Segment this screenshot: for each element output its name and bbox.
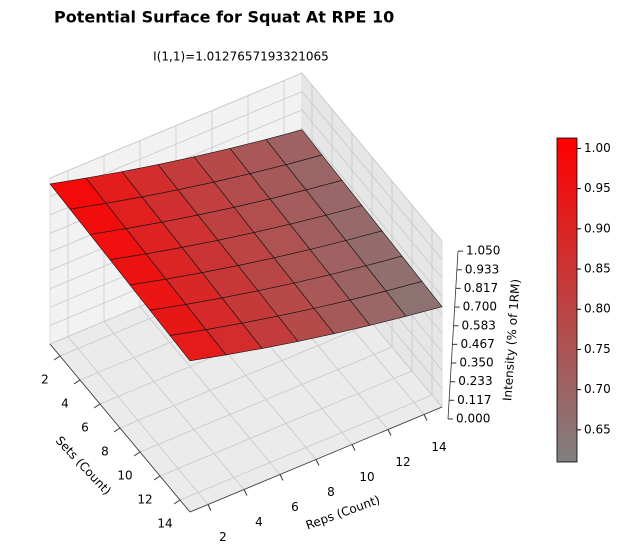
colorbar-tick-label: 0.80: [584, 302, 611, 316]
x-tick-label: 12: [137, 493, 152, 507]
grid-line: [301, 109, 443, 279]
x-tick-label: 8: [101, 445, 109, 459]
z-tick-label: 0.467: [460, 337, 494, 351]
colorbar-tick-label: 0.90: [584, 221, 611, 235]
grid-line: [301, 72, 443, 242]
z-tick-label: 0.117: [457, 393, 491, 407]
y-tick: [315, 459, 320, 466]
y-tick-label: 8: [327, 485, 335, 499]
z-tick-label: 0.000: [456, 412, 490, 426]
x-tick-label: 6: [81, 421, 89, 435]
y-tick: [279, 474, 284, 481]
colorbar-tick-label: 1.00: [584, 141, 611, 155]
y-tick-label: 6: [291, 500, 299, 514]
z-axis-line: [447, 251, 459, 420]
y-tick: [243, 489, 248, 496]
grid-line: [139, 306, 281, 475]
y-tick-label: 14: [431, 440, 446, 454]
z-tick-label: 1.050: [466, 244, 500, 258]
y-tick-label: 10: [359, 470, 374, 484]
z-tick-label: 0.933: [465, 262, 499, 276]
x-tick: [153, 475, 161, 481]
z-tick-label: 0.700: [463, 300, 497, 314]
y-axis-label: Reps (Count): [304, 493, 382, 533]
chart-subtitle: I(1,1)=1.0127657193321065: [153, 50, 329, 64]
z-tick-label: 0.817: [464, 281, 498, 295]
grid-line: [103, 321, 245, 490]
x-tick-label: 14: [157, 517, 172, 531]
y-tick-label: 12: [395, 455, 410, 469]
colorbar: [556, 137, 578, 463]
z-tick-label: 0.583: [462, 318, 496, 332]
x-tick: [73, 379, 81, 385]
x-tick: [53, 355, 61, 361]
colorbar-tick-label: 0.85: [584, 262, 611, 276]
x-tick: [93, 403, 101, 409]
x-tick-label: 10: [117, 469, 132, 483]
x-tick: [113, 427, 121, 433]
colorbar-tick-label: 0.75: [584, 342, 611, 356]
surface-patch: [169, 329, 227, 362]
colorbar-tick-label: 0.95: [584, 181, 611, 195]
y-tick: [423, 414, 428, 421]
x-tick: [173, 499, 181, 505]
y-tick-label: 2: [219, 530, 227, 544]
grid-line: [301, 128, 443, 297]
z-axis-label: Intensity (% of 1RM): [500, 278, 523, 401]
x-tick-label: 2: [41, 373, 49, 387]
colorbar-tick-label: 0.65: [584, 422, 611, 436]
grid-line: [49, 72, 303, 179]
grid-line: [67, 336, 209, 505]
grid-line: [301, 91, 443, 260]
z-tick-label: 0.233: [458, 374, 492, 388]
colorbar-tick-label: 0.70: [584, 382, 611, 396]
y-tick-label: 4: [255, 515, 263, 529]
y-tick: [207, 504, 212, 511]
x-tick-label: 4: [61, 397, 69, 411]
chart-title: Potential Surface for Squat At RPE 10: [54, 8, 394, 27]
y-tick: [351, 444, 356, 451]
x-tick: [133, 451, 141, 457]
x-axis-label: Sets (Count): [53, 434, 114, 498]
z-tick-label: 0.350: [459, 356, 493, 370]
y-tick: [387, 429, 392, 436]
